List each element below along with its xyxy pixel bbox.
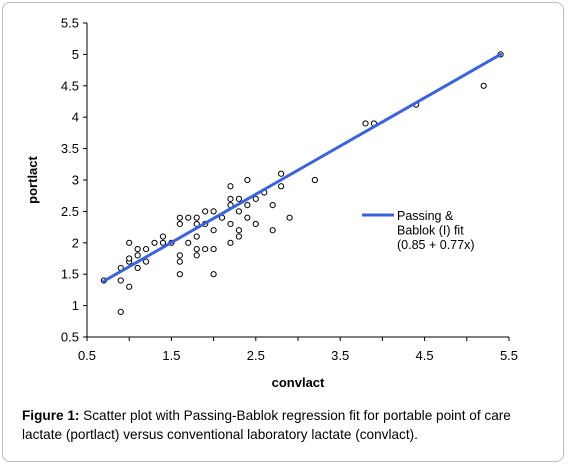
data-point xyxy=(176,271,183,278)
x-tick-label: 3.5 xyxy=(331,348,349,363)
data-point xyxy=(202,245,209,253)
data-point xyxy=(117,277,124,284)
data-point xyxy=(210,227,217,234)
data-point xyxy=(193,233,200,240)
data-point xyxy=(126,283,133,290)
legend-label: (0.85 + 0.77x) xyxy=(397,238,474,252)
data-point xyxy=(126,255,133,262)
caption-label: Figure 1: xyxy=(22,408,80,423)
y-tick-label: 3.5 xyxy=(61,141,79,156)
x-tick-label: 2.5 xyxy=(247,348,265,363)
legend-label: Passing & xyxy=(397,209,454,223)
data-point xyxy=(117,308,124,315)
data-point xyxy=(278,170,285,177)
data-point xyxy=(134,264,141,272)
data-point xyxy=(227,183,234,190)
data-point xyxy=(134,252,141,259)
data-point xyxy=(193,252,200,259)
fit-line-layer xyxy=(102,52,503,283)
data-point xyxy=(126,239,133,246)
data-point xyxy=(269,227,276,234)
data-point xyxy=(252,220,259,228)
y-axis-title: portlact xyxy=(25,155,40,203)
y-tick-label: 1 xyxy=(72,298,79,313)
axes: 0.5 1 1.5 2 2.5 3 3.5 4 4.5 5 5.5 0.5 1.5 2.5 3.5 4.5 5.… xyxy=(25,16,518,391)
data-point xyxy=(193,245,200,253)
data-point xyxy=(176,252,183,259)
data-point xyxy=(278,183,285,190)
data-point xyxy=(252,195,259,202)
y-tick-label: 1.5 xyxy=(61,267,79,282)
data-point xyxy=(210,208,217,215)
y-tick-label: 0.5 xyxy=(61,330,79,345)
x-tick-label: 0.5 xyxy=(78,348,96,363)
data-point xyxy=(244,176,251,184)
data-point xyxy=(286,214,293,221)
caption-text: Scatter plot with Passing-Bablok regress… xyxy=(22,408,511,442)
fit-line xyxy=(102,52,503,283)
data-point xyxy=(134,245,141,253)
x-axis-title: convlact xyxy=(272,375,325,390)
data-point xyxy=(176,220,183,228)
data-point xyxy=(151,239,158,246)
y-tick-label: 2.5 xyxy=(61,204,79,219)
data-point xyxy=(193,214,200,221)
y-tick-label: 5 xyxy=(72,47,79,62)
x-tick-label: 4.5 xyxy=(416,348,434,363)
data-point xyxy=(202,208,209,215)
figure-caption: Figure 1: Scatter plot with Passing-Babl… xyxy=(22,406,552,444)
data-point xyxy=(142,245,150,253)
data-point xyxy=(227,239,234,246)
data-point xyxy=(269,202,276,209)
data-point xyxy=(227,195,234,202)
y-tick-label: 4 xyxy=(72,110,79,125)
data-point xyxy=(185,214,192,221)
data-point xyxy=(210,245,217,253)
data-point xyxy=(235,195,243,202)
data-point xyxy=(235,233,243,240)
x-tick-label: 5.5 xyxy=(500,348,518,363)
data-point xyxy=(159,239,167,246)
data-point xyxy=(159,233,167,240)
y-tick-label: 5.5 xyxy=(61,16,79,31)
data-point xyxy=(227,220,234,228)
data-point xyxy=(244,214,251,221)
legend: Passing &Bablok (I) fit(0.85 + 0.77x) xyxy=(362,209,474,252)
y-tick-label: 4.5 xyxy=(61,78,79,93)
data-point xyxy=(210,271,217,278)
legend-label: Bablok (I) fit xyxy=(397,224,464,238)
data-point xyxy=(480,82,487,89)
y-tick-label: 2 xyxy=(72,235,79,250)
data-point xyxy=(244,202,251,209)
data-point xyxy=(235,208,243,215)
y-tick-label: 3 xyxy=(72,173,79,188)
data-point xyxy=(142,258,150,265)
scatter-points xyxy=(100,51,504,315)
data-point xyxy=(362,120,369,127)
x-tick-label: 1.5 xyxy=(162,348,180,363)
data-point xyxy=(235,227,243,234)
data-point xyxy=(176,258,183,265)
figure-frame xyxy=(2,2,564,462)
data-point xyxy=(185,239,192,246)
data-point xyxy=(311,176,318,184)
data-point xyxy=(176,214,183,221)
